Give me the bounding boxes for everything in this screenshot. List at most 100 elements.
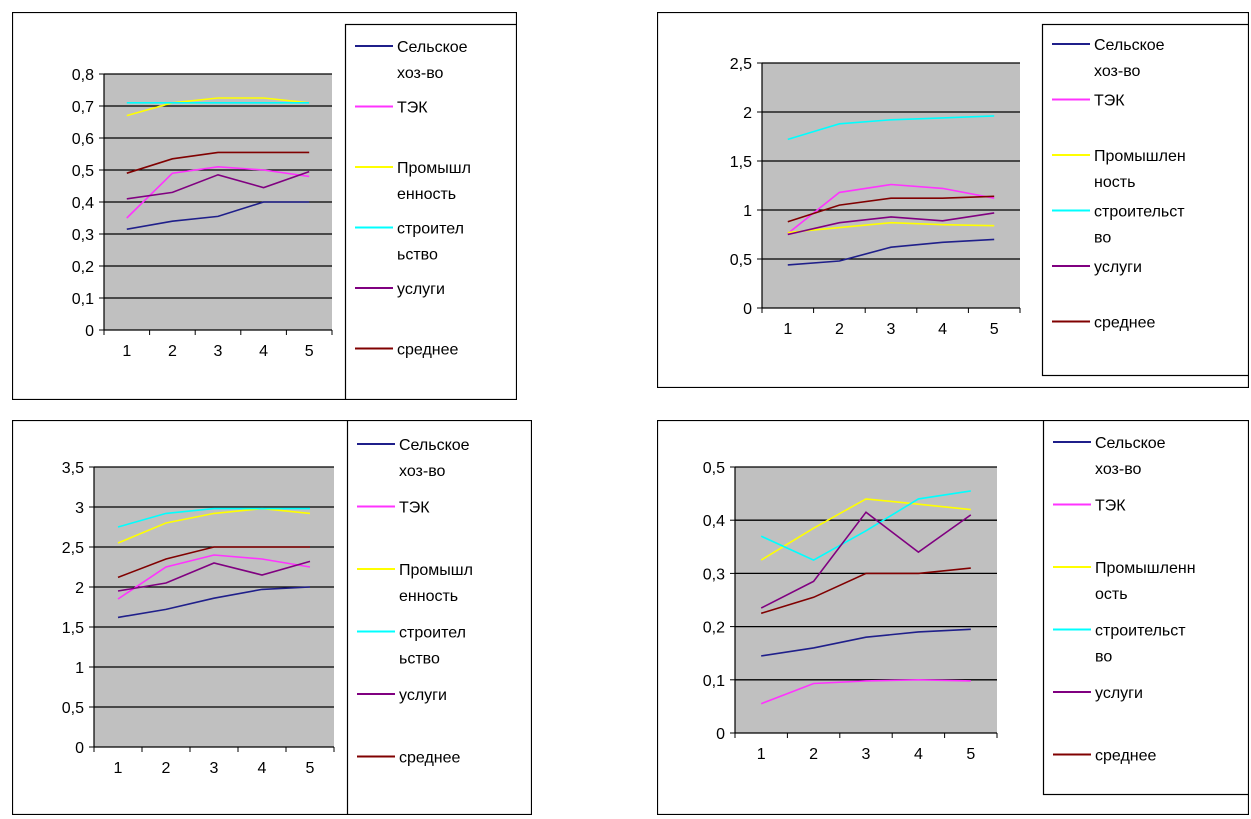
chart-2: 0 0,5 1 1,5 2 2,5 1 2 3 4 5 Сельское хоз-во ТЭК Промыш… bbox=[657, 12, 1249, 388]
series-line bbox=[760, 498, 971, 561]
y-tick-label: 0 bbox=[85, 323, 94, 340]
x-tick-label: 2 bbox=[835, 321, 844, 338]
y-tick-label: 0,2 bbox=[72, 259, 94, 276]
x-tick-label: 3 bbox=[862, 746, 871, 763]
legend-label: Промышл bbox=[399, 562, 473, 579]
legend-label: Сельское bbox=[397, 39, 468, 56]
series-line bbox=[787, 195, 995, 223]
legend-label: Промышлен bbox=[1094, 148, 1186, 165]
series-line bbox=[126, 201, 310, 230]
legend-label: Промышл bbox=[397, 160, 471, 177]
legend-box bbox=[346, 420, 532, 815]
legend-label: во bbox=[1094, 230, 1111, 247]
legend-label: хоз-во bbox=[399, 463, 446, 480]
series-line bbox=[117, 554, 311, 600]
chart-3: 0 0,5 1 1,5 2 2,5 3 3,5 1 2 3 4 5 Сельское хоз-во ТЭК Пр… bbox=[12, 420, 532, 815]
y-tick-label: 0,8 bbox=[72, 67, 94, 84]
legend-label: во bbox=[1095, 649, 1112, 666]
plot-area bbox=[762, 63, 1020, 308]
x-tick-label: 1 bbox=[114, 760, 123, 777]
legend-label: Сельское bbox=[1094, 37, 1165, 54]
x-tick-label: 4 bbox=[938, 321, 947, 338]
x-tick-label: 3 bbox=[887, 321, 896, 338]
legend-label: Сельское bbox=[399, 437, 470, 454]
series-line bbox=[787, 221, 995, 234]
y-tick-label: 0 bbox=[743, 301, 752, 318]
legend-label: Промышленн bbox=[1095, 560, 1196, 577]
chart-svg: 0 0,1 0,2 0,3 0,4 0,5 1 2 3 4 5 Сельское хоз-во ТЭК Пр… bbox=[657, 420, 1249, 815]
legend-label: строител bbox=[399, 625, 466, 642]
series-line bbox=[126, 165, 310, 219]
y-tick-label: 0,5 bbox=[730, 252, 752, 269]
series-line bbox=[760, 511, 972, 609]
legend-label: хоз-во bbox=[397, 65, 444, 82]
series-line bbox=[787, 115, 995, 141]
y-tick-label: 2 bbox=[743, 105, 752, 122]
legend-label: хоз-во bbox=[1095, 461, 1142, 478]
chart-svg: 0 0,5 1 1,5 2 2,5 3 3,5 1 2 3 4 5 Сельское хоз-во ТЭК Пр… bbox=[12, 420, 532, 815]
legend-label: услуги bbox=[399, 687, 447, 704]
plot-area bbox=[735, 467, 997, 733]
series-line bbox=[761, 628, 971, 657]
y-tick-label: 0,1 bbox=[703, 673, 725, 690]
y-tick-label: 0,4 bbox=[72, 195, 94, 212]
series-line bbox=[117, 507, 310, 528]
y-tick-label: 0,5 bbox=[62, 700, 84, 717]
legend-label: енность bbox=[399, 588, 458, 605]
series-line bbox=[117, 586, 311, 619]
y-tick-label: 3,5 bbox=[62, 460, 84, 477]
series-line bbox=[760, 490, 971, 561]
x-tick-label: 5 bbox=[306, 760, 315, 777]
y-tick-label: 0,5 bbox=[703, 460, 725, 477]
series-line bbox=[117, 546, 310, 579]
x-tick-label: 3 bbox=[214, 343, 223, 360]
legend-label: строительст bbox=[1094, 204, 1185, 221]
y-tick-label: 2,5 bbox=[62, 540, 84, 557]
series-line bbox=[117, 560, 311, 592]
legend-label: ость bbox=[1095, 586, 1128, 603]
y-tick-label: 2 bbox=[75, 580, 84, 597]
legend-label: среднее bbox=[399, 750, 461, 767]
series-line bbox=[787, 183, 995, 235]
y-tick-label: 0,6 bbox=[72, 131, 94, 148]
legend-label: среднее bbox=[1094, 315, 1156, 332]
legend-label: среднее bbox=[1095, 748, 1157, 765]
y-tick-label: 0,3 bbox=[72, 227, 94, 244]
legend-label: услуги bbox=[1095, 685, 1143, 702]
x-tick-label: 1 bbox=[757, 746, 766, 763]
legend-label: ьство bbox=[397, 247, 438, 264]
legend-label: ТЭК bbox=[397, 100, 428, 117]
legend-box bbox=[1042, 420, 1249, 796]
legend-label: строител bbox=[397, 221, 464, 238]
legend-label: среднее bbox=[397, 342, 459, 359]
legend-label: хоз-во bbox=[1094, 63, 1141, 80]
y-tick-label: 0,2 bbox=[703, 620, 725, 637]
chart-1: 0 0,1 0,2 0,3 0,4 0,5 0,6 0,7 0,8 1 2 3 4 5 Сельское хо… bbox=[12, 12, 517, 400]
y-tick-label: 0,3 bbox=[703, 566, 725, 583]
legend-label: строительст bbox=[1095, 623, 1186, 640]
x-tick-label: 4 bbox=[258, 760, 267, 777]
y-tick-label: 1,5 bbox=[730, 154, 752, 171]
y-tick-label: 0 bbox=[716, 726, 725, 743]
legend-label: ность bbox=[1094, 174, 1135, 191]
y-tick-label: 1 bbox=[743, 203, 752, 220]
series-line bbox=[760, 678, 971, 705]
series-line bbox=[126, 151, 310, 174]
x-tick-label: 1 bbox=[122, 343, 131, 360]
legend-label: ТЭК bbox=[399, 500, 430, 517]
series-line bbox=[787, 212, 995, 236]
legend-label: услуги bbox=[1094, 259, 1142, 276]
y-tick-label: 1,5 bbox=[62, 620, 84, 637]
legend-box bbox=[1041, 23, 1249, 377]
y-tick-label: 0,5 bbox=[72, 163, 94, 180]
chart-4: 0 0,1 0,2 0,3 0,4 0,5 1 2 3 4 5 Сельское хоз-во ТЭК Пр… bbox=[657, 420, 1249, 815]
legend-label: услуги bbox=[397, 281, 445, 298]
x-tick-label: 5 bbox=[990, 321, 999, 338]
legend-label: ТЭК bbox=[1095, 498, 1126, 515]
y-tick-label: 0,1 bbox=[72, 291, 94, 308]
legend-label: ьство bbox=[399, 651, 440, 668]
y-tick-label: 3 bbox=[75, 500, 84, 517]
x-tick-label: 5 bbox=[966, 746, 975, 763]
x-tick-label: 2 bbox=[809, 746, 818, 763]
series-line bbox=[126, 97, 310, 117]
